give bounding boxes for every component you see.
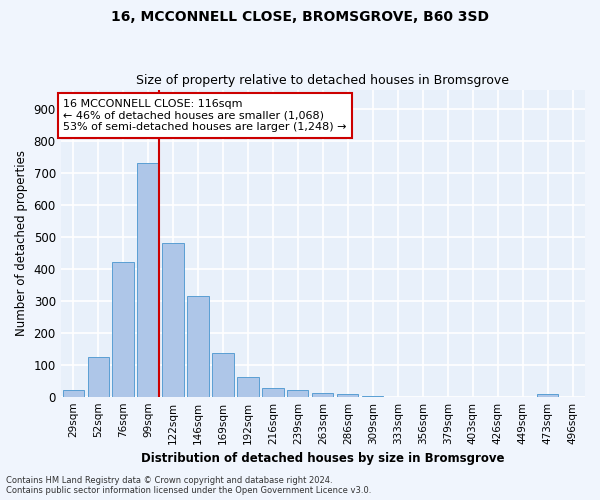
- Bar: [238, 376, 259, 396]
- Bar: [287, 390, 308, 396]
- Bar: [212, 354, 233, 397]
- Bar: [262, 388, 284, 396]
- Bar: [88, 356, 109, 397]
- Bar: [62, 390, 84, 396]
- Bar: [537, 394, 558, 396]
- Bar: [137, 163, 158, 396]
- Bar: [337, 394, 358, 396]
- Y-axis label: Number of detached properties: Number of detached properties: [15, 150, 28, 336]
- Bar: [112, 262, 134, 396]
- Bar: [312, 394, 334, 396]
- Title: Size of property relative to detached houses in Bromsgrove: Size of property relative to detached ho…: [136, 74, 509, 87]
- Bar: [163, 243, 184, 396]
- Text: 16, MCCONNELL CLOSE, BROMSGROVE, B60 3SD: 16, MCCONNELL CLOSE, BROMSGROVE, B60 3SD: [111, 10, 489, 24]
- X-axis label: Distribution of detached houses by size in Bromsgrove: Distribution of detached houses by size …: [141, 452, 505, 465]
- Bar: [187, 296, 209, 396]
- Text: 16 MCCONNELL CLOSE: 116sqm
← 46% of detached houses are smaller (1,068)
53% of s: 16 MCCONNELL CLOSE: 116sqm ← 46% of deta…: [63, 99, 347, 132]
- Text: Contains HM Land Registry data © Crown copyright and database right 2024.
Contai: Contains HM Land Registry data © Crown c…: [6, 476, 371, 495]
